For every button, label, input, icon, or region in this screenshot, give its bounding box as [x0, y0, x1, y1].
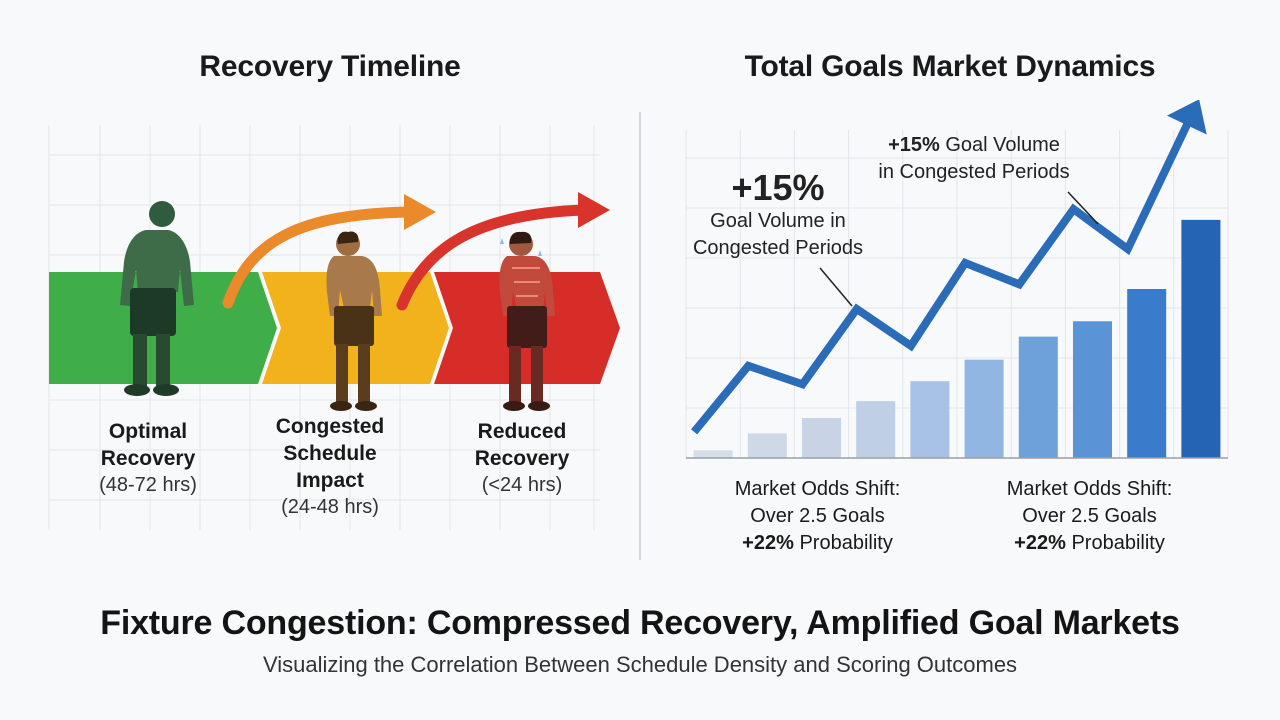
market-odds-left: Market Odds Shift: Over 2.5 Goals +22% P…: [710, 476, 925, 557]
goal-volume-bar: [1127, 289, 1167, 458]
goal-volume-annotation-top: +15% Goal Volume in Congested Periods: [858, 132, 1090, 186]
odds-left-line-3: Probability: [793, 532, 893, 554]
odds-left-value: +22%: [742, 532, 794, 554]
goal-volume-bar: [1072, 321, 1113, 458]
chart-bars: [693, 219, 1221, 458]
goals-market-chart: [685, 100, 1229, 459]
goal-volume-bar: [693, 450, 733, 458]
main-title: Fixture Congestion: Compressed Recovery,…: [100, 604, 1180, 642]
stage-reduced-label: Reduced Recovery (<24 hrs): [422, 418, 622, 499]
odds-left-line-2: Over 2.5 Goals: [750, 505, 885, 527]
annotation-pointer-right: [1067, 191, 1099, 225]
stage-congested-label: Congested Schedule Impact (24-48 hrs): [230, 413, 430, 521]
stage-congested-name-3: Impact: [296, 469, 364, 492]
goal-volume-bar: [801, 418, 842, 458]
exhausted-player-figure: [499, 231, 555, 411]
stage-reduced-hours: (<24 hrs): [481, 474, 563, 496]
trend-arrowhead: [1166, 100, 1207, 135]
stage-optimal-hours: (48-72 hrs): [99, 474, 197, 496]
stage-reduced-name: Reduced: [477, 420, 567, 443]
goal-volume-bar: [856, 401, 896, 458]
subtitle: Visualizing the Correlation Between Sche…: [262, 652, 1018, 677]
recovery-timeline-graphic: [48, 125, 620, 530]
recovery-timeline-title: Recovery Timeline: [199, 50, 461, 83]
stage-congested-name: Congested: [275, 415, 385, 438]
market-odds-right: Market Odds Shift: Over 2.5 Goals +22% P…: [982, 476, 1197, 557]
odds-right-line-1: Market Odds Shift:: [1006, 478, 1173, 500]
odds-right-line-2: Over 2.5 Goals: [1022, 505, 1157, 527]
annotation-pointer-left: [819, 267, 853, 307]
goals-market-title: Total Goals Market Dynamics: [744, 50, 1156, 83]
goal-volume-line-1: Goal Volume in: [710, 210, 846, 232]
goal-volume-annotation: +15% Goal Volume in Congested Periods: [668, 168, 888, 262]
goal-volume-top-line-2: in Congested Periods: [878, 161, 1070, 183]
stage-reduced-name-2: Recovery: [474, 447, 570, 470]
stage-optimal-label: Optimal Recovery (48-72 hrs): [48, 418, 248, 499]
odds-right-value: +22%: [1014, 532, 1066, 554]
odds-right-line-3: Probability: [1065, 532, 1165, 554]
red-transition-arrow: [396, 192, 610, 311]
odds-left-line-1: Market Odds Shift:: [734, 478, 901, 500]
goal-volume-bar: [1181, 219, 1221, 458]
goal-volume-big-value: +15%: [731, 167, 825, 208]
goal-volume-top-line-1: Goal Volume: [939, 134, 1060, 156]
goal-volume-line-2: Congested Periods: [692, 237, 864, 259]
goal-volume-top-value: +15%: [888, 134, 940, 156]
goal-volume-bar: [1018, 336, 1058, 458]
goal-volume-bar: [964, 359, 1004, 458]
stage-congested-hours: (24-48 hrs): [281, 496, 379, 518]
stage-congested-name-2: Schedule: [283, 442, 377, 465]
fatigued-player-figure: [326, 231, 382, 411]
goal-volume-bar: [910, 381, 950, 458]
stage-optimal-name: Optimal: [108, 420, 188, 443]
panel-divider: [639, 112, 641, 560]
goal-volume-trend: [691, 100, 1207, 435]
orange-transition-arrow: [222, 194, 436, 309]
stage-optimal-name-2: Recovery: [100, 447, 196, 470]
rested-player-figure: [120, 201, 194, 396]
goal-volume-bar: [747, 433, 787, 458]
